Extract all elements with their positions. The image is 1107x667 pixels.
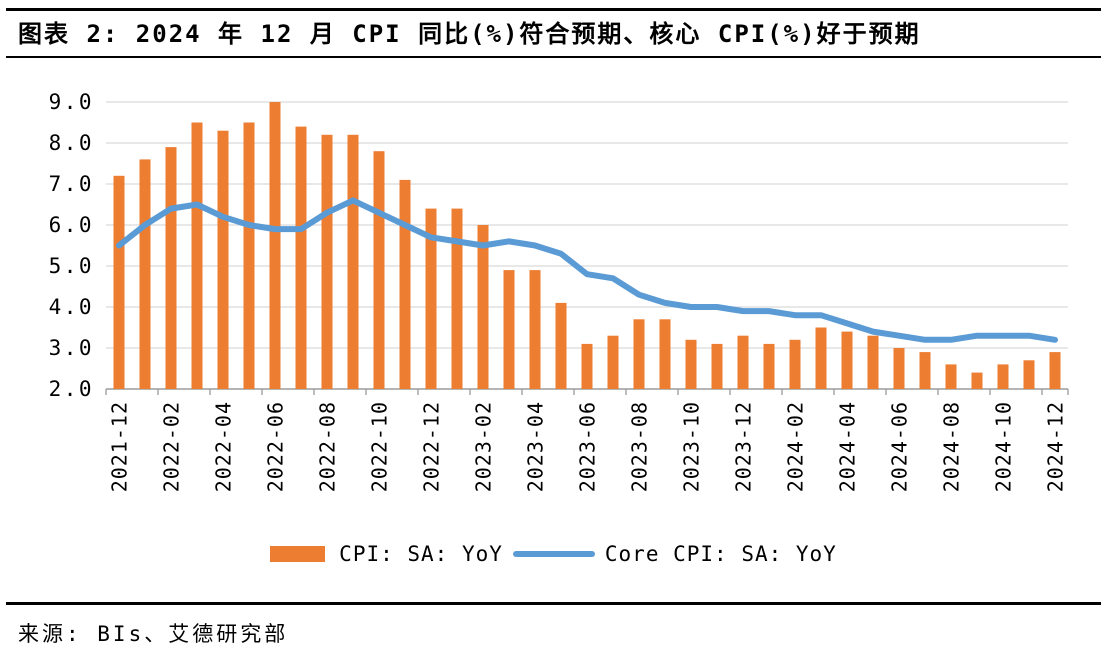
legend-swatch-core-line (512, 551, 595, 557)
figure-footer: 来源: BIs、艾德研究部 (6, 602, 1101, 648)
svg-text:2022-08: 2022-08 (316, 401, 340, 492)
svg-text:2.0: 2.0 (49, 377, 94, 401)
svg-text:2023-08: 2023-08 (628, 401, 652, 492)
svg-text:2023-04: 2023-04 (524, 401, 548, 492)
figure-title: 图表 2: 2024 年 12 月 CPI 同比(%)符合预期、核心 CPI(%… (18, 20, 921, 48)
svg-text:2021-12: 2021-12 (108, 401, 132, 492)
svg-text:2022-06: 2022-06 (264, 401, 288, 492)
source-text: 来源: BIs、艾德研究部 (18, 622, 289, 646)
svg-text:7.0: 7.0 (49, 172, 94, 196)
svg-text:2024-06: 2024-06 (888, 401, 912, 492)
chart-legend: CPI: SA: YoY Core CPI: SA: YoY (6, 542, 1101, 566)
svg-text:2024-08: 2024-08 (940, 401, 964, 492)
svg-text:4.0: 4.0 (49, 295, 94, 319)
svg-text:3.0: 3.0 (49, 336, 94, 360)
svg-text:2023-06: 2023-06 (576, 401, 600, 492)
svg-text:2022-04: 2022-04 (212, 401, 236, 492)
svg-text:2024-02: 2024-02 (784, 401, 808, 492)
svg-text:2022-12: 2022-12 (420, 401, 444, 492)
report-figure: 图表 2: 2024 年 12 月 CPI 同比(%)符合预期、核心 CPI(%… (6, 8, 1107, 648)
legend-swatch-cpi-bar (270, 546, 326, 562)
legend-label-cpi: CPI: SA: YoY (339, 542, 503, 566)
svg-text:2022-10: 2022-10 (368, 401, 392, 492)
svg-text:2023-02: 2023-02 (472, 401, 496, 492)
svg-text:9.0: 9.0 (49, 90, 94, 114)
figure-header: 图表 2: 2024 年 12 月 CPI 同比(%)符合预期、核心 CPI(%… (6, 8, 1101, 58)
cpi-chart-svg: 2.0 3.0 4.0 5.0 6.0 7.0 8.0 9.0 2021-12 2022-02 20… (49, 90, 1069, 492)
svg-text:2023-12: 2023-12 (732, 401, 756, 492)
cpi-chart: 2.0 3.0 4.0 5.0 6.0 7.0 8.0 9.0 2021-12 2022-02 20… (6, 58, 1107, 498)
svg-text:2022-02: 2022-02 (160, 401, 184, 492)
svg-text:2024-12: 2024-12 (1044, 401, 1068, 492)
svg-text:5.0: 5.0 (49, 254, 94, 278)
svg-text:2023-10: 2023-10 (680, 401, 704, 492)
legend-label-core-cpi: Core CPI: SA: YoY (604, 542, 837, 566)
svg-text:8.0: 8.0 (49, 131, 94, 155)
svg-text:6.0: 6.0 (49, 213, 94, 237)
svg-text:2024-04: 2024-04 (836, 401, 860, 492)
svg-text:2024-10: 2024-10 (992, 401, 1016, 492)
